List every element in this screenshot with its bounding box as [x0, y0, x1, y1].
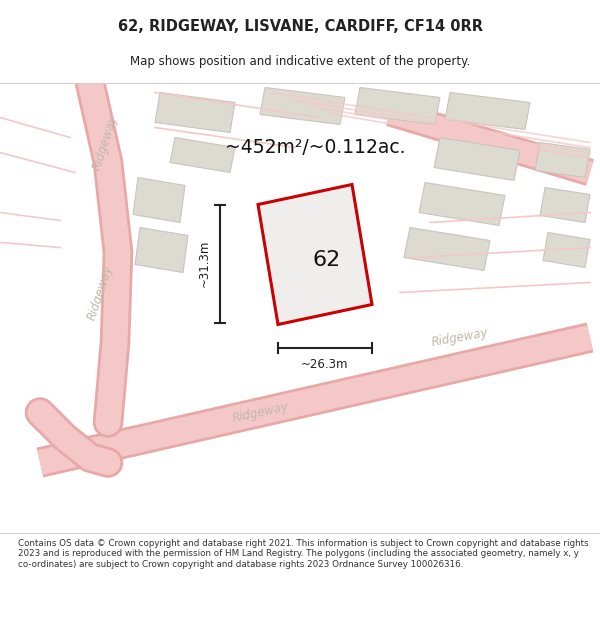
Text: ~31.3m: ~31.3m — [197, 240, 211, 288]
Polygon shape — [445, 92, 530, 129]
Text: ~452m²/~0.112ac.: ~452m²/~0.112ac. — [225, 138, 405, 157]
Text: Ridgeway: Ridgeway — [85, 263, 115, 322]
Text: Map shows position and indicative extent of the property.: Map shows position and indicative extent… — [130, 56, 470, 68]
Polygon shape — [260, 88, 345, 124]
Text: 62, RIDGEWAY, LISVANE, CARDIFF, CF14 0RR: 62, RIDGEWAY, LISVANE, CARDIFF, CF14 0RR — [118, 19, 482, 34]
Polygon shape — [155, 92, 235, 132]
Text: Ridgeway: Ridgeway — [230, 400, 289, 425]
Text: Contains OS data © Crown copyright and database right 2021. This information is : Contains OS data © Crown copyright and d… — [18, 539, 589, 569]
Polygon shape — [355, 88, 440, 124]
Polygon shape — [543, 232, 590, 268]
Polygon shape — [434, 138, 520, 181]
Polygon shape — [258, 184, 372, 324]
Polygon shape — [133, 177, 185, 222]
Text: Ridgeway: Ridgeway — [431, 326, 490, 349]
Polygon shape — [419, 182, 505, 226]
Polygon shape — [540, 188, 590, 222]
Polygon shape — [404, 228, 490, 271]
Polygon shape — [135, 228, 188, 272]
Polygon shape — [170, 138, 235, 172]
Text: Ridgeway: Ridgeway — [90, 113, 120, 172]
Text: 62: 62 — [313, 249, 341, 269]
Polygon shape — [535, 142, 590, 177]
Text: ~26.3m: ~26.3m — [301, 358, 349, 371]
